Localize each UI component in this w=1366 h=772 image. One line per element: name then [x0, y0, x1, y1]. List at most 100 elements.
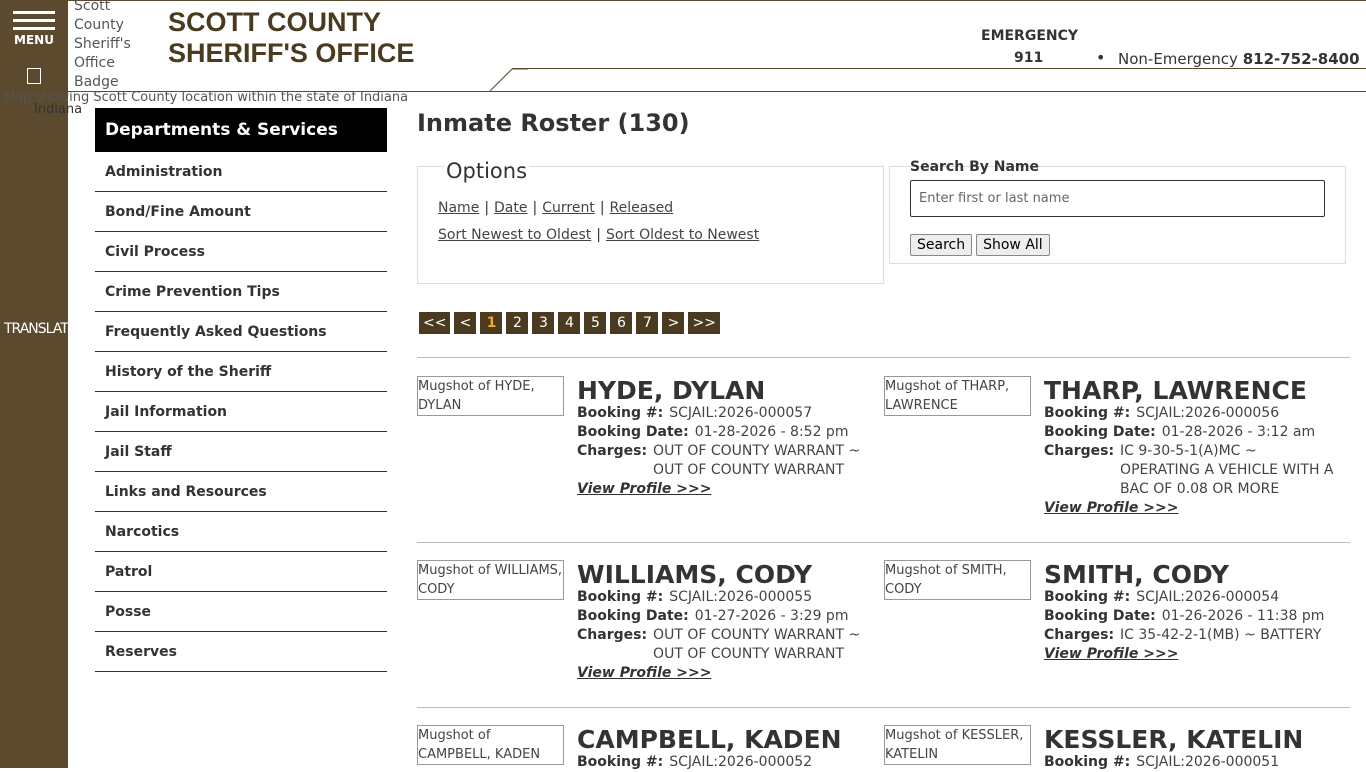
- divider: [417, 357, 1350, 358]
- site-title[interactable]: SCOTT COUNTY: [168, 7, 381, 37]
- page-link[interactable]: 3: [532, 312, 555, 334]
- details: Booking #: SCJAIL:2026-000057 Booking Date…: [577, 404, 872, 499]
- page-link[interactable]: 1: [480, 312, 503, 334]
- booking-date-row: Booking Date: 01-28-2026 - 8:52 pm: [577, 423, 872, 442]
- emergency-number[interactable]: 911: [1014, 50, 1044, 66]
- charges-row: Charges: OUT OF COUNTY WARRANT ~ OUT OF C…: [577, 626, 872, 664]
- charges-label: Charges:: [577, 627, 648, 643]
- nav-heading: Departments & Services: [95, 108, 387, 152]
- page-link[interactable]: 6: [610, 312, 633, 334]
- nav-item[interactable]: History of the Sheriff: [95, 352, 387, 392]
- order-link[interactable]: Sort Newest to Oldest: [438, 227, 592, 243]
- inmate-name: CAMPBELL, KADEN: [577, 725, 842, 754]
- page-link[interactable]: <<: [419, 312, 451, 334]
- sort-link[interactable]: Date: [494, 200, 528, 216]
- options-title: Options: [444, 159, 530, 183]
- mugshot: Mugshot of THARP, LAWRENCE: [884, 376, 1031, 416]
- nonemergency-label: Non-Emergency: [1118, 50, 1238, 68]
- inmate-name: HYDE, DYLAN: [577, 376, 766, 405]
- booking-number-row: Booking #: SCJAIL:2026-000051: [1044, 753, 1339, 772]
- nav-item[interactable]: Links and Resources: [95, 472, 387, 512]
- header-slant: [489, 68, 528, 92]
- site-title[interactable]: SHERIFF'S OFFICE: [168, 38, 415, 68]
- nav-item[interactable]: Narcotics: [95, 512, 387, 552]
- booking-number-row: Booking #: SCJAIL:2026-000057: [577, 404, 872, 423]
- page-link[interactable]: 5: [584, 312, 607, 334]
- sort-link[interactable]: Current: [542, 200, 595, 216]
- charges: OUT OF COUNTY WARRANT ~ OUT OF COUNTY WA…: [653, 443, 861, 478]
- nav-item[interactable]: Patrol: [95, 552, 387, 592]
- booking-number: SCJAIL:2026-000057: [669, 405, 813, 421]
- charges-row: Charges: IC 9-30-5-1(A)MC ~ OPERATING A V…: [1044, 442, 1339, 499]
- page-link[interactable]: 4: [558, 312, 581, 334]
- header-rule: [512, 68, 1366, 69]
- search-button[interactable]: Show All: [976, 234, 1050, 256]
- view-profile[interactable]: View Profile >>>: [1044, 646, 1179, 662]
- details: Booking #: SCJAIL:2026-000056 Booking Date…: [1044, 404, 1339, 518]
- booking-number-row: Booking #: SCJAIL:2026-000054: [1044, 588, 1339, 607]
- booking-date-label: Booking Date:: [577, 424, 689, 440]
- page-link[interactable]: >>: [688, 312, 720, 334]
- booking-number-row: Booking #: SCJAIL:2026-000055: [577, 588, 872, 607]
- charges-label: Charges:: [1044, 627, 1115, 643]
- page-link[interactable]: 7: [636, 312, 659, 334]
- booking-date-label: Booking Date:: [1044, 424, 1156, 440]
- separator: |: [484, 200, 490, 216]
- booking-number-label: Booking #:: [577, 405, 664, 421]
- charges: OUT OF COUNTY WARRANT ~ OUT OF COUNTY WA…: [653, 627, 861, 662]
- menu-label: MENU: [14, 33, 54, 47]
- booking-number-label: Booking #:: [1044, 754, 1131, 770]
- nav-item[interactable]: Frequently Asked Questions: [95, 312, 387, 352]
- mugshot: Mugshot of WILLIAMS, CODY: [417, 560, 564, 600]
- mugshot: Mugshot of CAMPBELL, KADEN: [417, 725, 564, 765]
- search-button[interactable]: Search: [910, 234, 973, 256]
- menu-button[interactable]: MENU: [0, 0, 68, 90]
- nonemergency-number[interactable]: 812-752-8400: [1242, 50, 1360, 68]
- search-box: Search By Name Enter first or last name …: [889, 159, 1346, 264]
- nav-item[interactable]: Jail Information: [95, 392, 387, 432]
- placeholder: Enter first or last name: [919, 191, 1070, 206]
- view-profile[interactable]: View Profile >>>: [577, 665, 712, 681]
- inmate-name: KESSLER, KATELIN: [1044, 725, 1304, 754]
- view-profile[interactable]: View Profile >>>: [1044, 500, 1179, 516]
- nav-item[interactable]: Bond/Fine Amount: [95, 192, 387, 232]
- badge-alt: Scott County Sheriff's Office Badge: [74, 0, 131, 90]
- nav-item[interactable]: Administration: [95, 152, 387, 192]
- icon: [27, 68, 41, 84]
- map-alt: Map showing Scott County location within…: [4, 90, 409, 105]
- options-box: Options Name | Date | Current | Released Sort …: [417, 159, 884, 284]
- sort-link[interactable]: Released: [609, 200, 674, 216]
- page-link[interactable]: >: [662, 312, 685, 334]
- page-title: Inmate Roster (130): [417, 109, 690, 137]
- sort-link[interactable]: Name: [438, 200, 480, 216]
- left-strip: [0, 0, 68, 768]
- nav-item[interactable]: Posse: [95, 592, 387, 632]
- nav-item[interactable]: Reserves: [95, 632, 387, 672]
- booking-date: 01-27-2026 - 3:29 pm: [694, 608, 849, 624]
- order-link[interactable]: Sort Oldest to Newest: [605, 227, 760, 243]
- view-profile[interactable]: View Profile >>>: [577, 481, 712, 497]
- mugshot: Mugshot of SMITH, CODY: [884, 560, 1031, 600]
- booking-date: 01-26-2026 - 11:38 pm: [1161, 608, 1325, 624]
- page-link[interactable]: 2: [506, 312, 529, 334]
- page-link[interactable]: <: [454, 312, 477, 334]
- charges-row: Charges: IC 35-42-2-1(MB) ~ BATTERY: [1044, 626, 1339, 645]
- search-label: Search By Name: [910, 159, 1039, 175]
- details: Booking #: SCJAIL:2026-000051: [1044, 753, 1339, 772]
- nav-item[interactable]: Crime Prevention Tips: [95, 272, 387, 312]
- nav-item[interactable]: Jail Staff: [95, 432, 387, 472]
- nonemergency: Non-Emergency 812-752-8400: [1118, 50, 1360, 68]
- booking-date-label: Booking Date:: [1044, 608, 1156, 624]
- charges-row: Charges: OUT OF COUNTY WARRANT ~ OUT OF C…: [577, 442, 872, 480]
- booking-date-row: Booking Date: 01-26-2026 - 11:38 pm: [1044, 607, 1339, 626]
- booking-date-label: Booking Date:: [577, 608, 689, 624]
- booking-number: SCJAIL:2026-000052: [669, 754, 813, 770]
- nav-item[interactable]: Civil Process: [95, 232, 387, 272]
- inmate-name: SMITH, CODY: [1044, 560, 1229, 589]
- charges-label: Charges:: [1044, 443, 1115, 459]
- translate[interactable]: TRANSLATE: [4, 321, 68, 337]
- search-input[interactable]: Enter first or last name: [910, 180, 1325, 217]
- separator: |: [532, 200, 538, 216]
- emergency-label: EMERGENCY: [981, 28, 1079, 44]
